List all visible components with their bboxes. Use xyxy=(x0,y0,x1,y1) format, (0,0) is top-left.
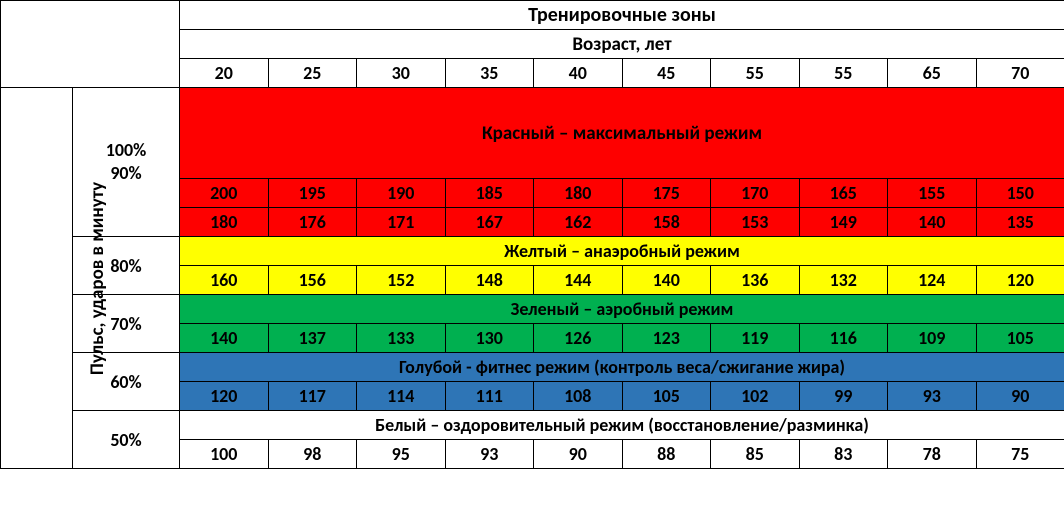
cell: 95 xyxy=(357,440,446,469)
cell: 105 xyxy=(976,324,1064,353)
cell: 116 xyxy=(799,324,888,353)
header-sub: Возраст, лет xyxy=(180,30,1064,59)
cell: 155 xyxy=(888,179,977,208)
cell: 114 xyxy=(357,382,446,411)
cell: 160 xyxy=(180,266,269,295)
cell: 175 xyxy=(622,179,711,208)
cell: 200 xyxy=(180,179,269,208)
cell: 100 xyxy=(180,440,269,469)
cell: 83 xyxy=(799,440,888,469)
cell: 162 xyxy=(534,208,623,237)
side-header-text: Пульс, ударов в минуту xyxy=(86,181,109,374)
age-cell: 35 xyxy=(445,59,534,88)
cell: 120 xyxy=(976,266,1064,295)
cell: 126 xyxy=(534,324,623,353)
cell: 120 xyxy=(180,382,269,411)
side-header: Пульс, ударов в минуту xyxy=(1,88,73,469)
cell: 119 xyxy=(711,324,800,353)
age-cell: 30 xyxy=(357,59,446,88)
cell: 149 xyxy=(799,208,888,237)
cell: 135 xyxy=(976,208,1064,237)
zone-label-blue: Голубой - фитнес режим (контроль веса/сж… xyxy=(180,353,1064,382)
cell: 140 xyxy=(622,266,711,295)
zone-label-green: Зеленый – аэробный режим xyxy=(180,295,1064,324)
cell: 85 xyxy=(711,440,800,469)
cell: 99 xyxy=(799,382,888,411)
zone-label-white: Белый – оздоровительный режим (восстанов… xyxy=(180,411,1064,440)
age-cell: 40 xyxy=(534,59,623,88)
age-cell: 20 xyxy=(180,59,269,88)
cell: 75 xyxy=(976,440,1064,469)
cell: 130 xyxy=(445,324,534,353)
cell: 167 xyxy=(445,208,534,237)
age-cell: 70 xyxy=(976,59,1064,88)
cell: 102 xyxy=(711,382,800,411)
cell: 140 xyxy=(888,208,977,237)
cell: 109 xyxy=(888,324,977,353)
cell: 78 xyxy=(888,440,977,469)
training-zones-table: Тренировочные зоны Возраст, лет 20 25 30… xyxy=(0,0,1064,469)
cell: 111 xyxy=(445,382,534,411)
cell: 156 xyxy=(268,266,357,295)
age-cell: 55 xyxy=(711,59,800,88)
cell: 144 xyxy=(534,266,623,295)
cell: 108 xyxy=(534,382,623,411)
age-cell: 25 xyxy=(268,59,357,88)
cell: 123 xyxy=(622,324,711,353)
cell: 185 xyxy=(445,179,534,208)
zone-label-red: Красный – максимальный режим xyxy=(180,88,1064,179)
cell: 158 xyxy=(622,208,711,237)
cell: 90 xyxy=(976,382,1064,411)
cell: 124 xyxy=(888,266,977,295)
age-cell: 65 xyxy=(888,59,977,88)
pct-50: 50% xyxy=(73,411,180,469)
cell: 93 xyxy=(445,440,534,469)
age-cell: 45 xyxy=(622,59,711,88)
cell: 153 xyxy=(711,208,800,237)
cell: 105 xyxy=(622,382,711,411)
cell: 171 xyxy=(357,208,446,237)
cell: 150 xyxy=(976,179,1064,208)
cell: 170 xyxy=(711,179,800,208)
cell: 165 xyxy=(799,179,888,208)
cell: 117 xyxy=(268,382,357,411)
corner-blank xyxy=(1,1,180,88)
cell: 140 xyxy=(180,324,269,353)
pct-line: 90% xyxy=(110,162,141,184)
cell: 98 xyxy=(268,440,357,469)
cell: 148 xyxy=(445,266,534,295)
cell: 133 xyxy=(357,324,446,353)
cell: 90 xyxy=(534,440,623,469)
zone-label-yellow: Желтый – анаэробный режим xyxy=(180,237,1064,266)
cell: 176 xyxy=(268,208,357,237)
pct-line: 100% xyxy=(106,139,147,161)
cell: 180 xyxy=(534,179,623,208)
cell: 137 xyxy=(268,324,357,353)
cell: 88 xyxy=(622,440,711,469)
cell: 195 xyxy=(268,179,357,208)
age-cell: 55 xyxy=(799,59,888,88)
cell: 190 xyxy=(357,179,446,208)
cell: 180 xyxy=(180,208,269,237)
cell: 152 xyxy=(357,266,446,295)
cell: 93 xyxy=(888,382,977,411)
cell: 132 xyxy=(799,266,888,295)
header-main: Тренировочные зоны xyxy=(180,1,1064,30)
cell: 136 xyxy=(711,266,800,295)
